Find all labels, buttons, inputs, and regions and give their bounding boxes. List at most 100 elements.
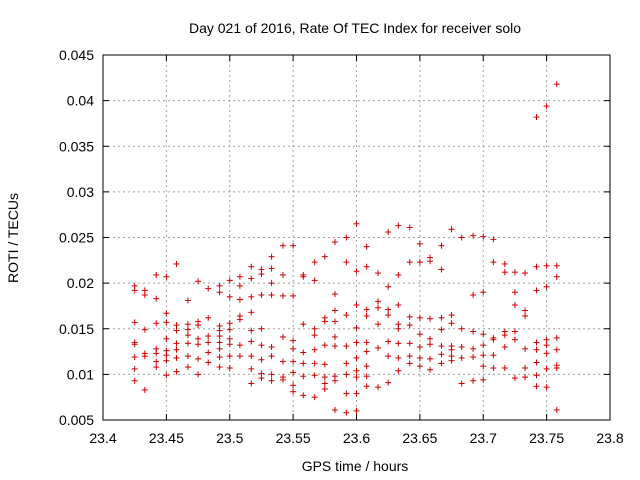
data-point bbox=[416, 259, 423, 266]
data-point bbox=[184, 326, 191, 333]
data-point bbox=[290, 292, 297, 299]
data-point bbox=[236, 342, 243, 349]
data-point bbox=[543, 262, 550, 269]
data-point bbox=[501, 364, 508, 371]
data-point bbox=[543, 365, 550, 372]
data-point bbox=[406, 224, 413, 231]
data-point bbox=[300, 373, 307, 380]
data-point bbox=[258, 325, 265, 332]
data-point bbox=[543, 350, 550, 357]
data-point bbox=[522, 312, 529, 319]
data-point bbox=[480, 331, 487, 338]
data-point bbox=[490, 364, 497, 371]
data-point bbox=[511, 302, 518, 309]
data-point bbox=[385, 312, 392, 319]
data-point bbox=[343, 259, 350, 266]
data-point bbox=[216, 354, 223, 361]
data-point bbox=[131, 377, 138, 384]
data-point bbox=[331, 291, 338, 298]
data-point bbox=[268, 353, 275, 360]
data-point bbox=[406, 322, 413, 329]
data-point bbox=[458, 354, 465, 361]
data-point bbox=[300, 349, 307, 356]
data-points bbox=[131, 81, 560, 416]
data-point bbox=[131, 287, 138, 294]
data-point bbox=[195, 355, 202, 362]
grid-lines bbox=[103, 55, 610, 420]
data-point bbox=[511, 269, 518, 276]
data-point bbox=[470, 291, 477, 298]
data-point bbox=[268, 280, 275, 287]
data-point bbox=[343, 343, 350, 350]
y-tick-label: 0.03 bbox=[67, 184, 94, 200]
data-point bbox=[438, 360, 445, 367]
data-point bbox=[195, 278, 202, 285]
data-point bbox=[480, 376, 487, 383]
data-point bbox=[385, 283, 392, 290]
data-point bbox=[438, 242, 445, 249]
data-point bbox=[258, 271, 265, 277]
data-point bbox=[353, 268, 360, 275]
data-point bbox=[205, 349, 212, 356]
data-point bbox=[268, 371, 275, 378]
data-point bbox=[226, 277, 233, 284]
data-point bbox=[416, 344, 423, 350]
data-point bbox=[533, 114, 540, 121]
data-point bbox=[184, 297, 191, 304]
data-point bbox=[385, 306, 392, 313]
data-point bbox=[363, 363, 370, 370]
data-point bbox=[448, 357, 455, 364]
data-point bbox=[395, 354, 402, 361]
data-point bbox=[290, 369, 297, 376]
data-point bbox=[205, 285, 212, 292]
data-point bbox=[248, 309, 255, 316]
data-point bbox=[173, 346, 180, 353]
plot-frame bbox=[102, 54, 611, 421]
data-point bbox=[543, 283, 550, 290]
data-point bbox=[141, 353, 148, 360]
data-point bbox=[458, 325, 465, 332]
data-point bbox=[279, 333, 286, 340]
data-point bbox=[480, 363, 487, 370]
data-point bbox=[141, 291, 148, 298]
data-point bbox=[438, 326, 445, 333]
data-point bbox=[470, 345, 477, 352]
data-point bbox=[438, 266, 445, 273]
data-point bbox=[416, 363, 423, 370]
data-point bbox=[533, 346, 540, 353]
data-point bbox=[470, 232, 477, 239]
data-point bbox=[375, 344, 382, 351]
x-tick-label: 23.6 bbox=[343, 430, 370, 446]
data-point bbox=[268, 291, 275, 298]
data-point bbox=[501, 344, 508, 350]
data-point bbox=[236, 282, 243, 289]
data-point bbox=[226, 364, 233, 371]
data-point bbox=[375, 298, 382, 305]
data-point bbox=[511, 375, 518, 382]
data-point bbox=[458, 344, 465, 350]
data-point bbox=[406, 340, 413, 347]
data-point bbox=[522, 307, 529, 314]
x-tick-label: 23.8 bbox=[596, 430, 623, 446]
data-point bbox=[153, 350, 160, 357]
data-point bbox=[290, 345, 297, 352]
data-point bbox=[300, 392, 307, 399]
data-point bbox=[470, 377, 477, 384]
data-point bbox=[258, 291, 265, 298]
data-point bbox=[363, 312, 370, 319]
data-point bbox=[268, 377, 275, 384]
data-point bbox=[511, 289, 518, 296]
data-point bbox=[375, 384, 382, 391]
data-point bbox=[353, 407, 360, 414]
data-point bbox=[226, 353, 233, 360]
data-point bbox=[490, 352, 497, 359]
data-point bbox=[448, 320, 455, 327]
data-point bbox=[173, 322, 180, 329]
data-point bbox=[533, 383, 540, 390]
data-point bbox=[311, 394, 318, 401]
data-point bbox=[311, 259, 318, 266]
data-point bbox=[533, 372, 540, 379]
data-point bbox=[248, 275, 255, 282]
data-point bbox=[248, 263, 255, 270]
data-point bbox=[279, 358, 286, 365]
